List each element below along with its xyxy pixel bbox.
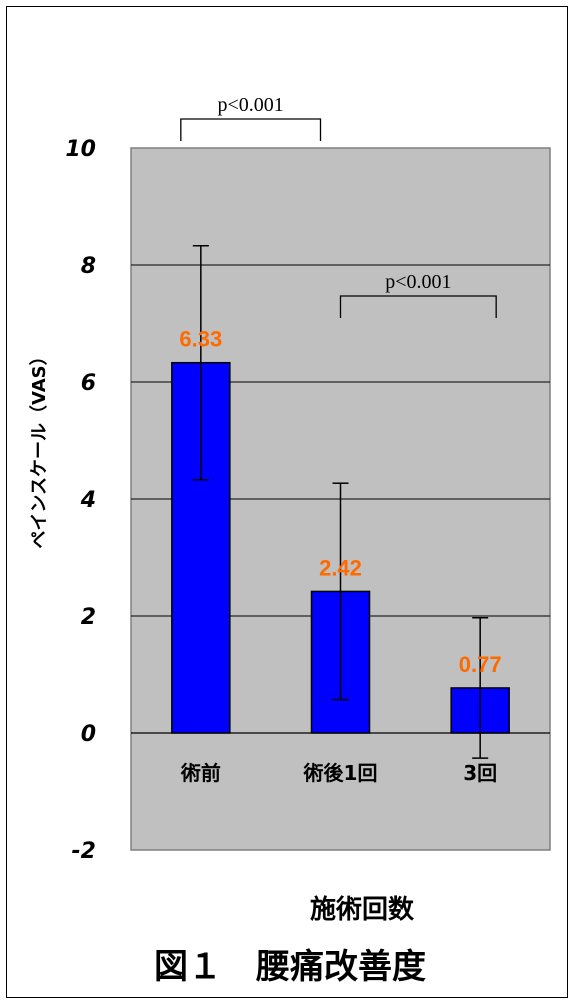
- data-label-1: 2.42: [319, 555, 362, 580]
- significance-bracket-1: p<0.001: [339, 271, 497, 318]
- significance-bracket-0: p<0.001: [180, 94, 322, 141]
- category-labels: 術前 術後1回 3回: [180, 761, 497, 785]
- significance-brackets: p<0.001 p<0.001: [180, 94, 497, 318]
- category-label-0: 術前: [180, 761, 221, 785]
- category-label-2: 3回: [463, 761, 497, 785]
- y-tick-label-0: 10: [65, 137, 96, 162]
- figure-caption: 図１ 腰痛改善度: [154, 947, 426, 987]
- error-bar-2: [472, 617, 489, 759]
- data-label-0: 6.33: [179, 327, 222, 352]
- y-tick-label-2: 6: [81, 371, 96, 396]
- category-label-1: 術後1回: [303, 761, 378, 785]
- y-tick-label-6: -2: [72, 839, 96, 864]
- error-bars: [192, 244, 489, 759]
- error-bar-0: [192, 244, 209, 481]
- significance-label-1: p<0.001: [385, 271, 451, 293]
- y-tick-label-3: 4: [80, 488, 96, 513]
- y-tick-label-5: 0: [81, 722, 96, 747]
- y-tick-label-1: 8: [81, 254, 96, 279]
- data-label-2: 0.77: [459, 652, 502, 677]
- significance-label-0: p<0.001: [218, 94, 284, 116]
- data-labels: 6.33 2.42 0.77: [179, 327, 501, 677]
- error-bar-1: [332, 482, 349, 701]
- y-tick-label-4: 2: [81, 605, 96, 630]
- y-tick-labels: 10 8 6 4 2 0 -2: [65, 137, 96, 864]
- x-axis-label: 施術回数: [310, 894, 415, 925]
- y-axis-label: ペインスケール（VAS）: [29, 347, 50, 548]
